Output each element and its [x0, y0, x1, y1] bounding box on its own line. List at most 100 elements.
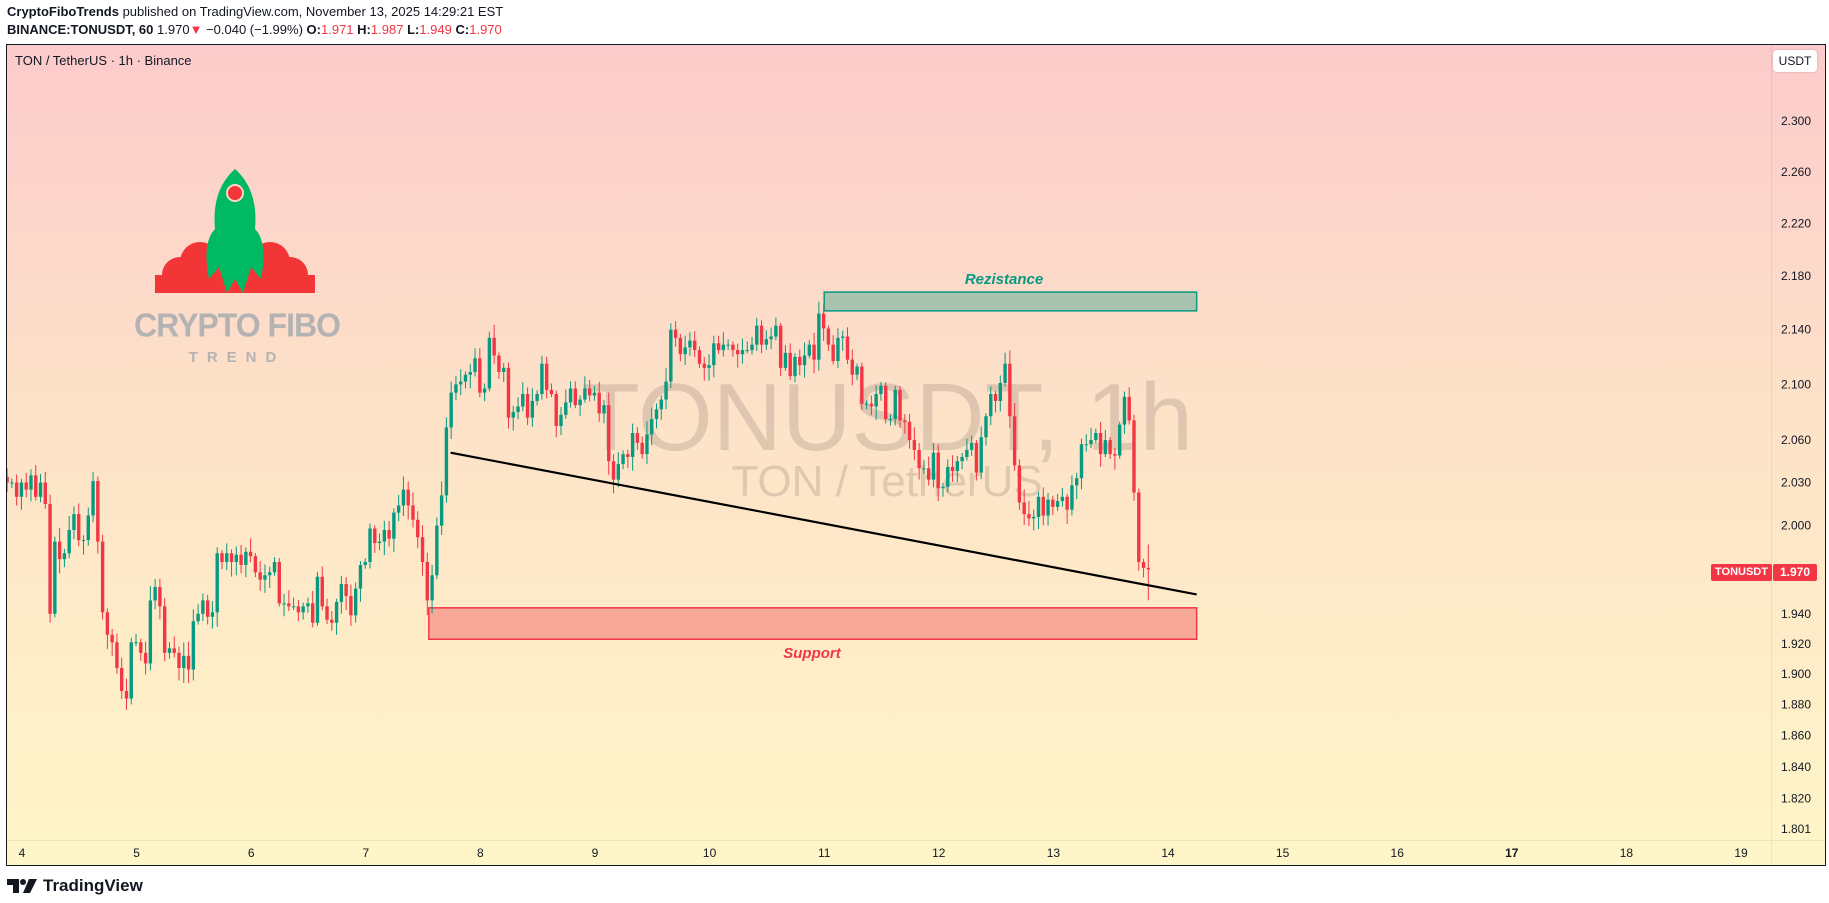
- time-tick-label: 17: [1505, 846, 1519, 860]
- candle-body: [182, 655, 186, 669]
- candle-body: [669, 329, 673, 382]
- candle-body: [578, 399, 582, 406]
- watermark-description: TON / TetherUS: [731, 457, 1043, 506]
- candle-body: [14, 482, 19, 497]
- candle-body: [296, 606, 301, 613]
- candle-body: [726, 344, 730, 346]
- candle-body: [864, 403, 869, 405]
- candle-body: [201, 600, 205, 614]
- candle-body: [487, 337, 492, 389]
- open-label: O:: [306, 22, 321, 37]
- candle-body: [903, 420, 907, 422]
- candle-body: [812, 344, 816, 360]
- candle-body: [592, 392, 597, 396]
- candle-body: [1146, 567, 1151, 570]
- currency-button[interactable]: USDT: [1773, 50, 1817, 72]
- candle-body: [43, 482, 48, 504]
- candle-body: [29, 475, 33, 490]
- candle-body: [124, 690, 129, 699]
- price-tick-label: 1.900: [1781, 667, 1811, 681]
- candle-body: [353, 588, 358, 616]
- candle-body: [186, 655, 191, 670]
- candle-body: [860, 366, 864, 404]
- candle-body: [1060, 496, 1065, 502]
- candle-body: [774, 325, 778, 337]
- candle-body: [745, 350, 749, 352]
- candle-body: [1108, 440, 1112, 455]
- candle-body: [53, 541, 57, 614]
- candle-body: [807, 344, 812, 356]
- candle-body: [525, 394, 530, 418]
- resistance-zone: [823, 291, 1198, 312]
- support-label: Support: [783, 645, 841, 662]
- candle-body: [664, 381, 668, 400]
- candle-body: [105, 612, 110, 635]
- symbol-line: BINANCE:TONUSDT, 60: [7, 22, 154, 37]
- price-tick-label: 2.300: [1781, 114, 1811, 128]
- candle-body: [1008, 363, 1012, 417]
- candle-body: [654, 409, 659, 420]
- candle-body: [597, 392, 601, 414]
- candle-body: [530, 400, 535, 418]
- candle-body: [344, 584, 348, 596]
- time-tick-label: 9: [592, 846, 599, 860]
- candle-body: [1132, 420, 1136, 493]
- candle-body: [583, 388, 587, 400]
- price-tick-label: 2.140: [1781, 323, 1811, 337]
- publish-info: CryptoFiboTrends published on TradingVie…: [7, 4, 503, 19]
- candle-body: [263, 575, 267, 580]
- publisher-name[interactable]: CryptoFiboTrends: [7, 4, 119, 19]
- candle-body: [291, 606, 296, 608]
- candle-body: [244, 551, 248, 565]
- candle-body: [444, 427, 449, 496]
- candle-body: [167, 648, 172, 653]
- candle-body: [153, 587, 157, 601]
- candle-body: [77, 514, 81, 541]
- candle-body: [673, 329, 678, 338]
- candle-body: [1051, 499, 1055, 507]
- candle-body: [234, 554, 239, 563]
- candle-body: [979, 437, 983, 473]
- candle-body: [459, 381, 463, 385]
- candle-body: [387, 529, 391, 539]
- candle-body: [559, 414, 563, 427]
- candle-body: [769, 336, 773, 340]
- candle-body: [912, 440, 917, 450]
- last-price-tag: 1.970: [1773, 564, 1817, 581]
- pane-title: TON / TetherUS · 1h · Binance: [15, 53, 192, 68]
- trendline: [450, 451, 1197, 596]
- candle-body: [635, 433, 640, 443]
- candle-body: [1098, 433, 1103, 455]
- candle-body: [1089, 440, 1093, 445]
- candle-body: [841, 336, 845, 338]
- candle-body: [1117, 424, 1122, 456]
- candle-body: [993, 394, 998, 401]
- candlestick-chart[interactable]: 2.300 2.260 2.220 2.180 2.140 2.100 2.060 2.030…: [7, 45, 1825, 865]
- price-tick-label: 2.260: [1781, 165, 1811, 179]
- candle-body: [358, 564, 363, 589]
- published-text: published on TradingView.com, November 1…: [122, 4, 504, 19]
- candle-body: [411, 505, 415, 520]
- symbol-price-tag: TONUSDT: [1711, 564, 1772, 581]
- candle-body: [473, 358, 477, 372]
- candle-body: [139, 642, 143, 653]
- candle-body: [368, 528, 372, 563]
- candle-body: [205, 600, 210, 617]
- candle-body: [1103, 440, 1108, 455]
- candle-body: [143, 652, 148, 664]
- price-tick-label: 1.920: [1781, 637, 1811, 651]
- candle-body: [564, 402, 568, 415]
- tradingview-footer[interactable]: TradingView: [7, 876, 143, 896]
- candle-body: [989, 394, 993, 417]
- candle-body: [34, 475, 38, 497]
- candle-body: [998, 382, 1003, 401]
- candle-body: [287, 603, 291, 607]
- time-tick-label: 8: [477, 846, 484, 860]
- candle-body: [1003, 363, 1007, 383]
- candle-body: [115, 642, 119, 669]
- chart-frame[interactable]: TONUSDT, 1h TON / TetherUS CRYPTO FIBO T…: [6, 44, 1826, 866]
- candle-body: [568, 388, 573, 403]
- candle-body: [492, 337, 496, 356]
- rocket-logo-icon: [155, 169, 315, 293]
- time-tick-label: 14: [1161, 846, 1175, 860]
